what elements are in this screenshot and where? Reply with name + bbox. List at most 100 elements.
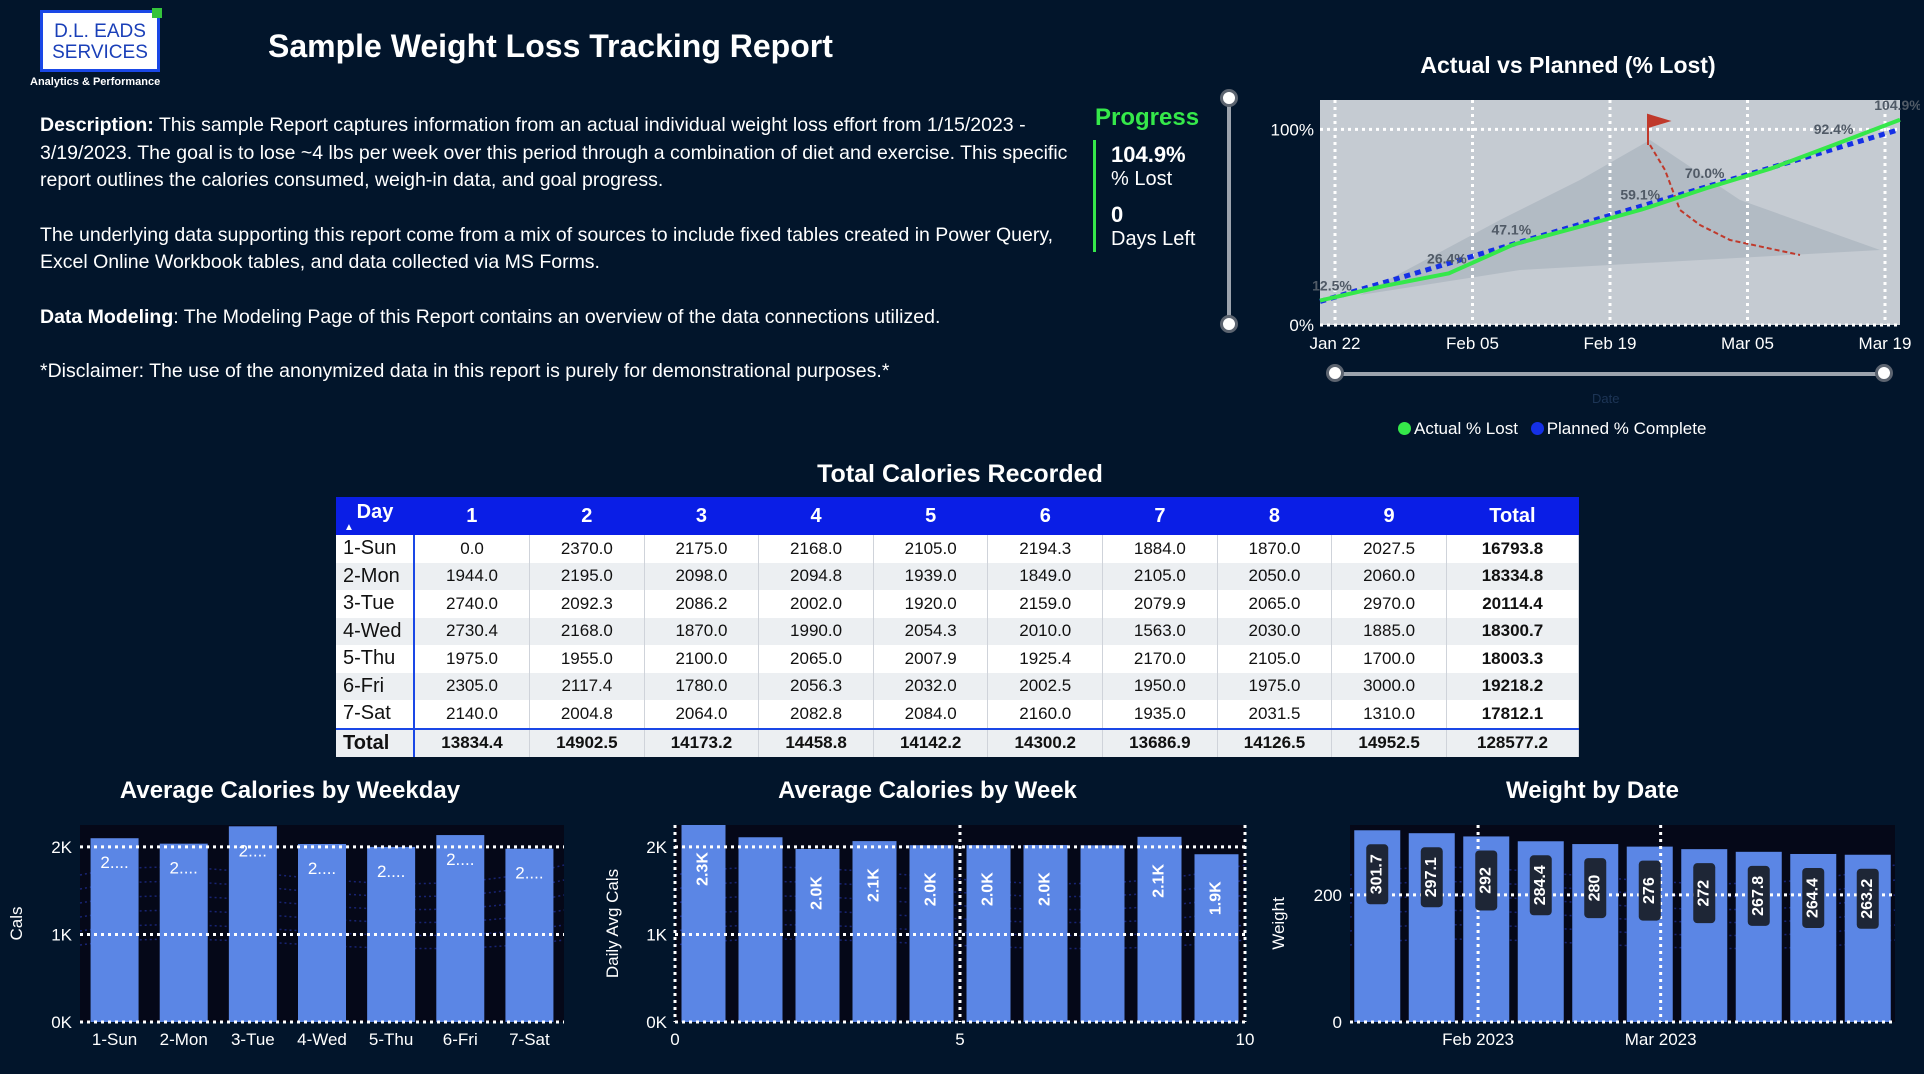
data-label: 276 — [1641, 877, 1658, 904]
table-cell: 3000.0 — [1331, 672, 1447, 700]
weight-chart-title: Weight by Date — [1506, 777, 1679, 804]
table-cell: 2970.0 — [1331, 590, 1447, 618]
background-texture — [79, 894, 565, 911]
vertical-slider-top-handle[interactable] — [1220, 89, 1238, 107]
column-header-1[interactable]: 1 — [414, 497, 530, 535]
column-header-7[interactable]: 7 — [1102, 497, 1218, 535]
row-label: 6-Fri — [336, 672, 415, 700]
line-chart-xlabel: Date — [1592, 391, 1620, 406]
column-header-5[interactable]: 5 — [873, 497, 988, 535]
data-label: 2.1K — [866, 868, 883, 902]
column-header-3[interactable]: 3 — [644, 497, 759, 535]
bar — [966, 845, 1011, 1022]
table-row: 4-Wed 2730.4 2168.0 1870.0 1990.0 2054.3 2010.… — [336, 617, 1580, 645]
table-cell: 2002.5 — [987, 672, 1104, 700]
row-total-cell: 18003.3 — [1446, 645, 1580, 673]
bar — [738, 837, 783, 1022]
x-tick-label: 6-Fri — [443, 1030, 478, 1049]
y-tick-label: 2K — [51, 838, 72, 857]
progress-title: Progress — [1095, 104, 1200, 131]
table-cell: 2004.8 — [529, 700, 645, 729]
x-tick-label: Feb 2023 — [1442, 1030, 1514, 1049]
table-cell: 2084.0 — [873, 700, 989, 729]
table-cell: 2105.0 — [1102, 562, 1218, 590]
data-label: 2.... — [239, 841, 267, 860]
row-label: 2-Mon — [336, 562, 415, 590]
table-cell: 1925.4 — [987, 645, 1104, 673]
table-cell: 2195.0 — [529, 562, 645, 590]
data-label: 272 — [1695, 880, 1712, 907]
actual-series-line — [1319, 117, 1901, 303]
data-label: 70.0% — [1685, 165, 1725, 181]
column-header-6[interactable]: 6 — [987, 497, 1103, 535]
column-header-8[interactable]: 8 — [1217, 497, 1332, 535]
total-cell: 13834.4 — [414, 727, 531, 757]
data-label: 2.0K — [923, 872, 940, 906]
table-cell: 1884.0 — [1102, 535, 1218, 563]
row-total-cell: 19218.2 — [1446, 672, 1580, 700]
total-cell: 14902.5 — [529, 727, 645, 757]
line-chart-title: Actual vs Planned (% Lost) — [1420, 52, 1716, 78]
days-left-value: 0 — [1111, 202, 1124, 227]
background-texture — [79, 924, 565, 937]
x-tick-label: Jan 22 — [1309, 334, 1360, 353]
data-label: 2.... — [100, 853, 128, 872]
bar — [1137, 836, 1182, 1022]
table-cell: 2730.4 — [414, 617, 531, 645]
column-header-total[interactable]: Total — [1446, 497, 1579, 535]
column-header-2[interactable]: 2 — [529, 497, 645, 535]
weight-bar-chart: 0 200 301.7 297.1 292 284.4 280 276 272 267.8 264.… — [1269, 825, 1896, 1049]
bar — [681, 825, 726, 1022]
table-cell: 1990.0 — [758, 617, 874, 645]
days-left-label: Days Left — [1111, 228, 1196, 250]
table-cell: 2002.0 — [758, 590, 874, 618]
table-cell: 1870.0 — [644, 617, 760, 645]
table-cell: 2032.0 — [873, 672, 989, 700]
table-cell: 1920.0 — [873, 590, 989, 618]
x-tick-label: Mar 05 — [1721, 334, 1774, 353]
row-total-cell: 18334.8 — [1446, 562, 1580, 590]
vertical-slider-bottom-handle[interactable] — [1220, 315, 1238, 333]
data-label: 292 — [1477, 867, 1494, 894]
total-cell: 14173.2 — [644, 727, 760, 757]
x-tick-label: Mar 19 — [1859, 334, 1912, 353]
disclaimer: *Disclaimer: The use of the anonymized d… — [40, 360, 890, 382]
table-total-row: Total 13834.4 14902.5 14173.2 14458.8 14142.2… — [336, 727, 1580, 757]
table-cell: 2054.3 — [873, 617, 989, 645]
table-cell: 2370.0 — [529, 535, 645, 563]
row-label: 4-Wed — [336, 617, 415, 645]
total-cell: 14142.2 — [873, 727, 989, 757]
y-tick-label: 1K — [646, 925, 667, 944]
legend-planned-label: Planned % Complete — [1546, 419, 1707, 438]
bar — [909, 845, 954, 1022]
description-text: This sample Report captures information … — [40, 114, 1068, 191]
description-label: Description: — [40, 114, 154, 136]
date-slider-track[interactable] — [1336, 372, 1884, 376]
row-label: 7-Sat — [336, 700, 415, 729]
data-label-background — [1802, 867, 1825, 928]
table-cell: 2079.9 — [1102, 590, 1218, 618]
table-cell: 1310.0 — [1331, 700, 1447, 729]
x-tick-label: 0 — [670, 1030, 679, 1049]
date-slider-end-handle[interactable] — [1875, 364, 1893, 382]
description-para-1: Description: This sample Report captures… — [40, 112, 1080, 195]
data-label: 92.4% — [1814, 121, 1854, 137]
column-header-9[interactable]: 9 — [1331, 497, 1447, 535]
column-header-day[interactable]: Day ▲ — [336, 497, 414, 535]
column-header-4[interactable]: 4 — [758, 497, 874, 535]
table-cell: 2086.2 — [644, 590, 760, 618]
description: Description: This sample Report captures… — [40, 112, 1080, 413]
table-cell: 2056.3 — [758, 672, 874, 700]
legend-actual-label: Actual % Lost — [1414, 419, 1518, 438]
table-cell: 2010.0 — [987, 617, 1104, 645]
vertical-slider-track[interactable] — [1227, 98, 1231, 324]
x-tick-label: Feb 05 — [1446, 334, 1499, 353]
data-label: 267.8 — [1750, 876, 1767, 916]
x-tick-label: 10 — [1236, 1030, 1255, 1049]
data-label: 2.... — [308, 859, 336, 878]
y-tick-label: 0 — [1333, 1013, 1342, 1032]
bar — [159, 843, 208, 1022]
table-cell: 0.0 — [414, 535, 531, 563]
date-slider-start-handle[interactable] — [1326, 364, 1344, 382]
table-cell: 1975.0 — [1217, 672, 1333, 700]
